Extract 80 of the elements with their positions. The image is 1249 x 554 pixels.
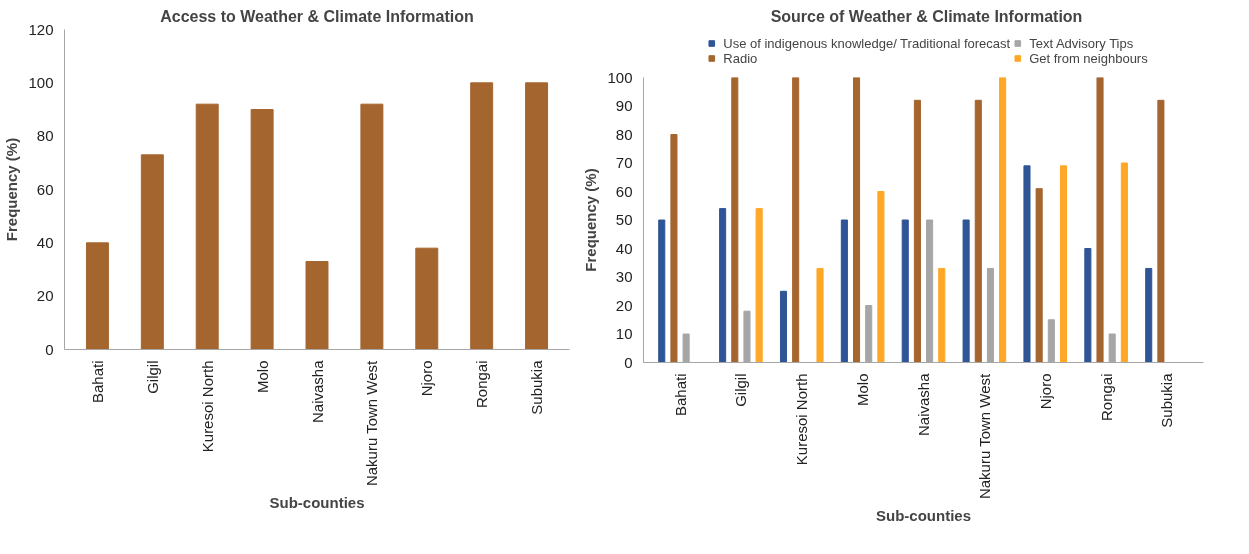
y-tick-label: 40	[615, 239, 633, 257]
x-tick-label: Rongai	[473, 360, 491, 409]
x-tick-label: Gilgil	[143, 360, 161, 394]
bar	[670, 134, 678, 363]
x-tick-label: Njoro	[418, 360, 436, 397]
bar	[731, 77, 739, 363]
bar	[1059, 165, 1068, 363]
bar	[962, 219, 970, 363]
bar	[779, 290, 788, 363]
x-axis-title: Sub-counties	[269, 494, 365, 512]
x-tick-label: Njoro	[1036, 373, 1054, 410]
y-tick-label: 80	[615, 125, 633, 143]
bar	[1120, 162, 1128, 363]
x-tick-label: Nakuru Town West	[363, 359, 381, 487]
y-tick-label: 50	[615, 211, 633, 228]
y-tick-label: 100	[607, 68, 633, 86]
y-tick-label: 20	[615, 296, 633, 314]
bar	[1084, 248, 1092, 363]
x-tick-label: Naivasha	[308, 359, 326, 424]
x-tick-label: Kuresoi North	[793, 373, 811, 466]
bar	[195, 103, 219, 350]
bar	[470, 82, 494, 350]
x-tick-label: Molo	[253, 360, 271, 394]
y-tick-label: 0	[624, 353, 633, 371]
bar	[792, 77, 800, 363]
y-tick-label: 0	[45, 340, 54, 358]
y-tick-label: 80	[36, 127, 54, 145]
chart-title: Source of Weather & Climate Information	[770, 7, 1083, 25]
y-tick-label: 60	[36, 180, 54, 198]
bar	[913, 99, 921, 363]
x-tick-label: Gilgil	[732, 373, 750, 407]
bar	[415, 247, 439, 350]
x-tick-label: Nakuru Town West	[975, 372, 993, 500]
legend-label: Get from neighbours	[1029, 50, 1148, 66]
bar	[938, 267, 946, 363]
bar	[1157, 99, 1165, 363]
x-tick-label: Subukia	[1158, 372, 1176, 428]
bar	[840, 219, 848, 363]
x-tick-label: Rongai	[1097, 373, 1115, 422]
y-tick-label: 60	[615, 182, 633, 200]
bar	[974, 99, 982, 363]
bar	[999, 77, 1007, 363]
bar	[1035, 188, 1043, 363]
x-tick-label: Naivasha	[915, 372, 932, 437]
bar	[658, 219, 666, 363]
x-tick-label: Bahati	[671, 373, 689, 417]
y-tick-label: 40	[36, 233, 54, 251]
y-tick-label: 20	[36, 287, 54, 305]
bar	[901, 219, 909, 363]
y-axis-title: Frequency (%)	[582, 168, 600, 272]
bar	[719, 208, 727, 363]
bar	[853, 77, 861, 363]
x-tick-label: Molo	[854, 373, 872, 407]
y-axis-title: Frequency (%)	[3, 137, 21, 242]
bar	[1145, 267, 1153, 363]
y-tick-label: 120	[28, 20, 54, 38]
legend-label: Use of indigenous knowledge/ Traditional forecast	[723, 35, 1011, 51]
bar	[816, 267, 824, 363]
x-tick-label: Kuresoi North	[198, 360, 216, 453]
y-tick-label: 90	[615, 97, 633, 114]
chart-title: Access to Weather & Climate Information	[160, 7, 474, 25]
bar	[1023, 165, 1031, 363]
bar	[755, 208, 763, 363]
bar	[1096, 77, 1104, 363]
x-tick-label: Subukia	[528, 359, 546, 415]
legend-label: Radio	[723, 50, 758, 66]
y-tick-label: 30	[615, 268, 633, 285]
bar	[877, 191, 885, 363]
y-tick-label: 10	[615, 325, 633, 342]
bar	[525, 82, 549, 350]
bar	[85, 242, 109, 350]
bar	[305, 261, 329, 350]
bar	[360, 103, 384, 350]
legend-label: Text Advisory Tips	[1029, 35, 1134, 51]
bar	[250, 109, 274, 350]
y-tick-label: 70	[615, 154, 633, 171]
y-tick-label: 100	[28, 73, 54, 91]
bar	[140, 154, 164, 350]
x-axis-title: Sub-counties	[876, 507, 972, 525]
x-tick-label: Bahati	[88, 360, 106, 404]
